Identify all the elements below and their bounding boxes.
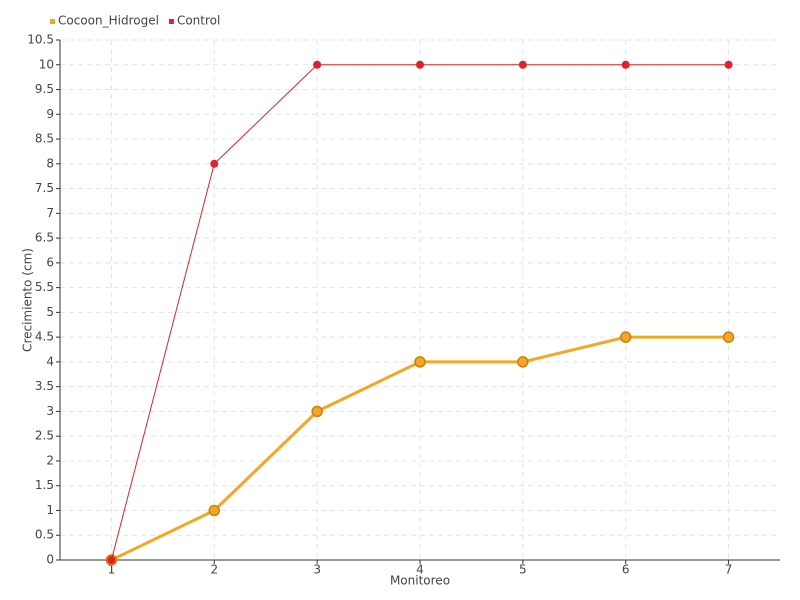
data-point — [722, 331, 735, 343]
legend-label: Control — [177, 14, 220, 28]
y-tick-label: 10.5 — [27, 33, 54, 47]
x-tick-label: 2 — [210, 563, 218, 577]
legend-label: Cocoon_Hidrogel — [58, 14, 159, 28]
y-tick-label: 2 — [46, 453, 54, 467]
y-tick-label: 5.5 — [35, 280, 54, 294]
x-tick-label: 1 — [108, 563, 116, 577]
y-tick-label: 6.5 — [35, 231, 54, 245]
legend-swatch — [50, 19, 55, 24]
y-tick-label: 7.5 — [35, 181, 54, 195]
x-tick-label: 4 — [416, 563, 424, 577]
x-tick-label: 3 — [313, 563, 321, 577]
y-tick-label: 9.5 — [35, 82, 54, 96]
data-point — [107, 556, 116, 564]
y-axis-label: Crecimiento (cm) — [21, 248, 35, 352]
data-point — [621, 60, 630, 69]
data-point — [518, 60, 527, 69]
y-tick-label: 7 — [46, 206, 54, 220]
x-tick-label: 7 — [725, 563, 733, 577]
y-tick-label: 4.5 — [35, 330, 54, 344]
data-point — [208, 504, 221, 517]
y-tick-label: 5 — [46, 305, 54, 319]
y-tick-label: 8 — [46, 156, 54, 170]
x-tick-label: 5 — [519, 563, 527, 577]
data-point — [619, 331, 632, 343]
data-point — [517, 356, 529, 368]
y-tick-label: 1 — [46, 503, 54, 517]
y-tick-label: 9 — [46, 107, 54, 121]
x-axis-label: Monitoreo — [390, 574, 450, 588]
y-tick-label: 6 — [46, 255, 54, 269]
y-tick-label: 2.5 — [35, 429, 54, 443]
data-point — [313, 60, 322, 69]
y-tick-label: 10 — [39, 57, 54, 71]
data-point — [311, 405, 323, 418]
y-tick-label: 4 — [46, 354, 54, 368]
y-tick-label: 1.5 — [35, 478, 54, 492]
y-tick-label: 8.5 — [35, 132, 54, 146]
data-point — [724, 60, 733, 69]
data-point — [416, 60, 424, 69]
y-tick-label: 0 — [46, 553, 54, 567]
y-tick-label: 3.5 — [35, 379, 54, 393]
legend-swatch — [168, 19, 174, 24]
data-point — [210, 159, 219, 168]
y-tick-label: 3 — [46, 404, 54, 418]
x-tick-label: 6 — [622, 563, 630, 577]
y-tick-label: 0.5 — [35, 528, 54, 542]
data-point — [414, 356, 426, 368]
